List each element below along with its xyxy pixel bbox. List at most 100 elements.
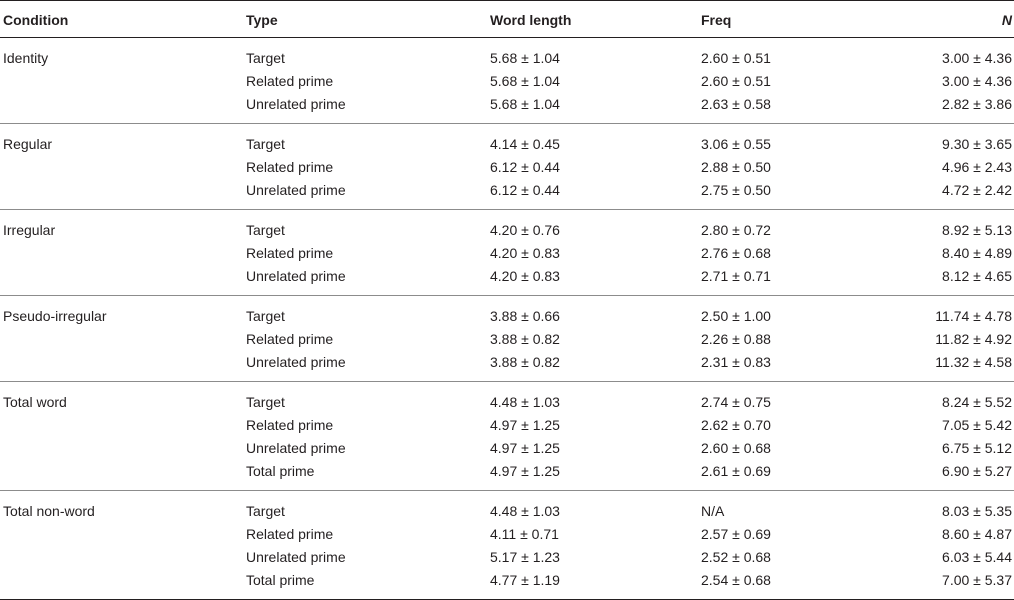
cell-n: 7.00 ± 5.37 bbox=[896, 568, 1014, 600]
cell-type: Related prime bbox=[246, 330, 334, 347]
header-type: Type bbox=[246, 0, 489, 38]
cell-word-length: 4.20 ± 0.83 bbox=[489, 264, 701, 296]
cell-type: Unrelated prime bbox=[246, 92, 489, 124]
cell-n: 4.96 ± 2.43 bbox=[942, 158, 1012, 175]
table-row: Unrelated prime 4.20 ± 0.83 2.71 ± 0.71 8.1… bbox=[0, 264, 1014, 296]
table-row: Unrelated prime 5.17 ± 1.23 2.52 ± 0.68 6.0… bbox=[0, 545, 1014, 568]
cell-word-length: 4.20 ± 0.83 bbox=[490, 244, 560, 261]
cell-condition bbox=[0, 327, 246, 350]
table-row: Pseudo-irregular Target 3.88 ± 0.66 2.50 ± … bbox=[0, 296, 1014, 328]
cell-type: Related prime bbox=[246, 244, 334, 261]
cell-n: 11.32 ± 4.58 bbox=[896, 350, 1014, 382]
table-row: Unrelated prime 4.97 ± 1.25 2.60 ± 0.68 6.7… bbox=[0, 436, 1014, 459]
header-n: N bbox=[896, 0, 1014, 38]
cell-freq: N/A bbox=[701, 502, 725, 519]
cell-type: Related prime bbox=[246, 416, 334, 433]
cell-word-length: 3.88 ± 0.66 bbox=[490, 307, 560, 324]
cell-word-length: 4.97 ± 1.25 bbox=[490, 416, 560, 433]
cell-word-length: 5.68 ± 1.04 bbox=[489, 92, 701, 124]
cell-condition: Identity bbox=[3, 49, 49, 66]
cell-type: Target bbox=[246, 502, 285, 519]
cell-condition bbox=[0, 459, 246, 491]
table-row: Related prime 6.12 ± 0.44 2.88 ± 0.50 4.96 … bbox=[0, 155, 1014, 178]
cell-type: Target bbox=[246, 135, 285, 152]
cell-type: Unrelated prime bbox=[246, 439, 346, 456]
cell-freq: 2.57 ± 0.69 bbox=[701, 525, 771, 542]
cell-word-length: 3.88 ± 0.82 bbox=[489, 350, 701, 382]
cell-freq: 2.74 ± 0.75 bbox=[701, 393, 771, 410]
cell-type: Target bbox=[246, 221, 285, 238]
cell-type: Total prime bbox=[246, 459, 489, 491]
cell-condition: Total non-word bbox=[3, 502, 95, 519]
cell-n: 11.74 ± 4.78 bbox=[935, 307, 1012, 324]
table-row: Unrelated prime 5.68 ± 1.04 2.63 ± 0.58 2.8… bbox=[0, 92, 1014, 124]
cell-freq: 2.60 ± 0.51 bbox=[701, 49, 771, 66]
cell-type: Unrelated prime bbox=[246, 548, 346, 565]
cell-type: Unrelated prime bbox=[246, 178, 489, 210]
cell-freq: 3.06 ± 0.55 bbox=[701, 135, 771, 152]
header-freq: Freq bbox=[701, 0, 896, 38]
table-row: Unrelated prime 3.88 ± 0.82 2.31 ± 0.83 11.… bbox=[0, 350, 1014, 382]
cell-type: Unrelated prime bbox=[246, 350, 489, 382]
table-row: Related prime 5.68 ± 1.04 2.60 ± 0.51 3.00 … bbox=[0, 69, 1014, 92]
cell-word-length: 6.12 ± 0.44 bbox=[489, 178, 701, 210]
cell-condition bbox=[0, 413, 246, 436]
cell-n: 6.03 ± 5.44 bbox=[942, 548, 1012, 565]
cell-n: 8.12 ± 4.65 bbox=[896, 264, 1014, 296]
cell-word-length: 6.12 ± 0.44 bbox=[490, 158, 560, 175]
cell-word-length: 5.68 ± 1.04 bbox=[490, 72, 560, 89]
table-row: Total non-word Target 4.48 ± 1.03 N/A 8.03 ±… bbox=[0, 491, 1014, 523]
cell-freq: 2.80 ± 0.72 bbox=[701, 221, 771, 238]
cell-type: Target bbox=[246, 49, 285, 66]
table-row: Irregular Target 4.20 ± 0.76 2.80 ± 0.72 8.9… bbox=[0, 210, 1014, 242]
header-row: Condition Type Word length Freq N bbox=[0, 0, 1014, 38]
cell-freq: 2.60 ± 0.68 bbox=[701, 439, 771, 456]
cell-condition bbox=[0, 522, 246, 545]
cell-n: 8.92 ± 5.13 bbox=[942, 221, 1012, 238]
table-row: Related prime 3.88 ± 0.82 2.26 ± 0.88 11.82… bbox=[0, 327, 1014, 350]
cell-freq: 2.76 ± 0.68 bbox=[701, 244, 771, 261]
cell-word-length: 5.68 ± 1.04 bbox=[490, 49, 560, 66]
table-row: Total prime 4.97 ± 1.25 2.61 ± 0.69 6.90 ± … bbox=[0, 459, 1014, 491]
cell-freq: 2.52 ± 0.68 bbox=[701, 548, 771, 565]
cell-n: 8.03 ± 5.35 bbox=[942, 502, 1012, 519]
cell-n: 3.00 ± 4.36 bbox=[942, 49, 1012, 66]
cell-word-length: 4.48 ± 1.03 bbox=[490, 502, 560, 519]
cell-condition bbox=[0, 568, 246, 600]
cell-condition bbox=[0, 92, 246, 124]
table-row: Related prime 4.20 ± 0.83 2.76 ± 0.68 8.40 … bbox=[0, 241, 1014, 264]
table-row: Related prime 4.11 ± 0.71 2.57 ± 0.69 8.60 … bbox=[0, 522, 1014, 545]
cell-freq: 2.60 ± 0.51 bbox=[701, 72, 771, 89]
cell-condition: Regular bbox=[3, 135, 53, 152]
table-row: Regular Target 4.14 ± 0.45 3.06 ± 0.55 9.30 … bbox=[0, 124, 1014, 156]
cell-freq: 2.75 ± 0.50 bbox=[701, 178, 896, 210]
cell-type: Related prime bbox=[246, 158, 334, 175]
cell-type: Total prime bbox=[246, 568, 489, 600]
cell-condition bbox=[0, 178, 246, 210]
cell-freq: 2.71 ± 0.71 bbox=[701, 264, 896, 296]
cell-freq: 2.31 ± 0.83 bbox=[701, 350, 896, 382]
cell-n: 3.00 ± 4.36 bbox=[942, 72, 1012, 89]
table-row: Related prime 4.97 ± 1.25 2.62 ± 0.70 7.05 … bbox=[0, 413, 1014, 436]
table-header: Condition Type Word length Freq N bbox=[0, 0, 1014, 38]
cell-word-length: 5.17 ± 1.23 bbox=[490, 548, 560, 565]
cell-word-length: 4.97 ± 1.25 bbox=[490, 439, 560, 456]
cell-n: 8.60 ± 4.87 bbox=[942, 525, 1012, 542]
cell-condition bbox=[0, 241, 246, 264]
cell-freq: 2.63 ± 0.58 bbox=[701, 92, 896, 124]
cell-freq: 2.26 ± 0.88 bbox=[701, 330, 771, 347]
cell-word-length: 4.11 ± 0.71 bbox=[490, 525, 559, 542]
cell-n: 9.30 ± 3.65 bbox=[942, 135, 1012, 152]
cell-condition: Total word bbox=[3, 393, 67, 410]
cell-condition bbox=[0, 350, 246, 382]
cell-n: 11.82 ± 4.92 bbox=[935, 330, 1012, 347]
cell-freq: 2.62 ± 0.70 bbox=[701, 416, 771, 433]
cell-n: 6.90 ± 5.27 bbox=[896, 459, 1014, 491]
cell-word-length: 3.88 ± 0.82 bbox=[490, 330, 560, 347]
cell-freq: 2.61 ± 0.69 bbox=[701, 459, 896, 491]
cell-type: Target bbox=[246, 307, 285, 324]
table-body: Identity Target 5.68 ± 1.04 2.60 ± 0.51 3.00… bbox=[0, 38, 1014, 600]
cell-condition: Pseudo-irregular bbox=[3, 307, 107, 324]
table-row: Total prime 4.77 ± 1.19 2.54 ± 0.68 7.00 ± … bbox=[0, 568, 1014, 600]
